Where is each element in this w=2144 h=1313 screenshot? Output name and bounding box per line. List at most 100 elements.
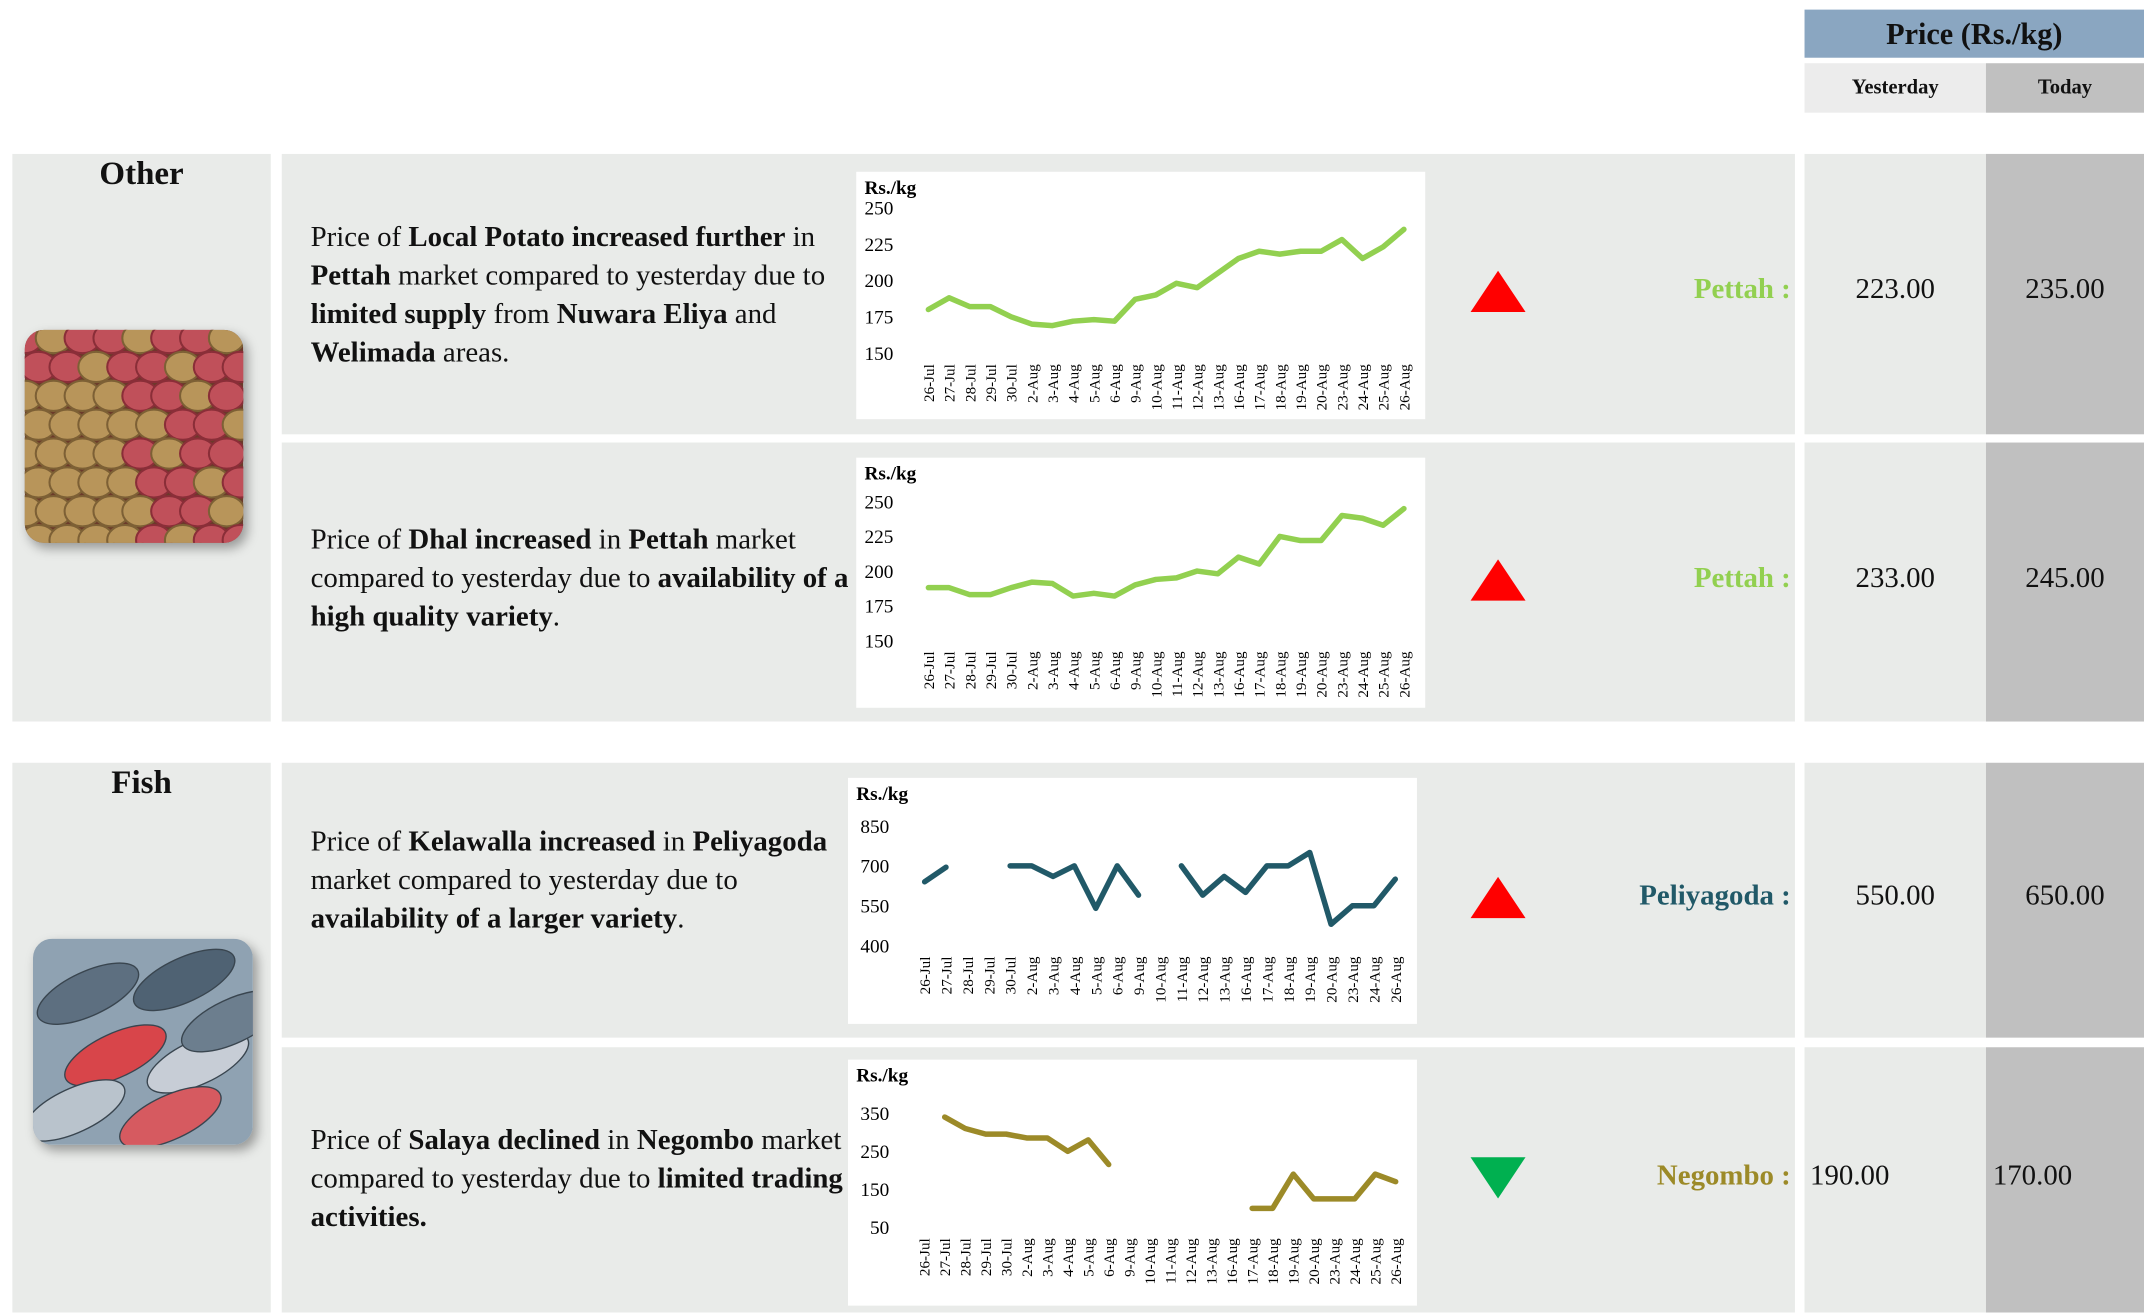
x-tick-label: 12-Aug	[1184, 1238, 1200, 1285]
market-name: Peliyagoda :	[1512, 878, 1791, 912]
market-name: Pettah :	[1512, 272, 1791, 306]
x-tick-label: 30-Jul	[1000, 1238, 1016, 1276]
description-text: and	[728, 297, 777, 330]
x-tick-label: 25-Aug	[1369, 1238, 1385, 1285]
description-text: Price of	[311, 1123, 409, 1156]
x-tick-label: 20-Aug	[1325, 956, 1341, 1003]
x-tick-label: 2-Aug	[1025, 364, 1041, 403]
y-tick-label: 200	[864, 562, 893, 583]
yesterday-price: 233.00	[1805, 560, 1986, 594]
y-tick-label: 250	[860, 1142, 889, 1163]
description-text: market compared to yesterday due to	[391, 258, 825, 291]
x-tick-label: 6-Aug	[1108, 651, 1124, 690]
y-tick-label: 50	[870, 1218, 889, 1239]
description-text: .	[677, 902, 684, 935]
page: Price (Rs./kg) Yesterday Today OtherPric…	[0, 0, 2144, 1307]
market-name: Pettah :	[1512, 560, 1791, 594]
price-header: Price (Rs./kg)	[1805, 10, 2144, 58]
today-price: 650.00	[1986, 878, 2144, 912]
description-text: Pettah	[311, 258, 391, 291]
today-price: 245.00	[1986, 560, 2144, 594]
price-line	[1181, 853, 1395, 925]
yesterday-header: Yesterday	[1805, 63, 1986, 112]
x-tick-label: 3-Aug	[1046, 956, 1062, 995]
description-text: market compared to yesterday due to	[311, 863, 738, 896]
x-tick-label: 20-Aug	[1307, 1238, 1323, 1285]
y-tick-label: 850	[860, 817, 889, 838]
x-tick-label: 26-Aug	[1397, 364, 1413, 411]
x-tick-label: 16-Aug	[1232, 364, 1248, 411]
x-tick-label: 16-Aug	[1239, 956, 1255, 1003]
x-tick-label: 28-Jul	[963, 364, 979, 402]
x-tick-label: 16-Aug	[1225, 1238, 1241, 1285]
description-text: Peliyagoda	[692, 825, 827, 858]
x-tick-label: 18-Aug	[1273, 364, 1289, 411]
y-axis-label: Rs./kg	[864, 178, 916, 199]
chart: Rs./kg15017520022525026-Jul27-Jul28-Jul2…	[856, 458, 1425, 708]
x-tick-label: 19-Aug	[1287, 1238, 1303, 1285]
x-tick-label: 26-Aug	[1389, 1238, 1405, 1285]
x-tick-label: 5-Aug	[1087, 364, 1103, 403]
x-tick-label: 3-Aug	[1046, 364, 1062, 403]
x-tick-label: 29-Jul	[984, 651, 1000, 689]
x-tick-label: 16-Aug	[1232, 651, 1248, 698]
y-axis-label: Rs./kg	[856, 784, 908, 805]
x-tick-label: 13-Aug	[1205, 1238, 1221, 1285]
description-text: limited supply	[311, 297, 487, 330]
x-tick-label: 28-Jul	[961, 957, 977, 995]
x-tick-label: 10-Aug	[1149, 651, 1165, 698]
y-tick-label: 175	[864, 597, 893, 618]
x-tick-label: 12-Aug	[1191, 364, 1207, 411]
y-tick-label: 350	[860, 1104, 889, 1125]
description-text: Kelawalla increased	[408, 825, 655, 858]
price-line	[945, 1117, 1109, 1164]
description-text: Nuwara Eliya	[557, 297, 728, 330]
x-tick-label: 30-Jul	[1004, 957, 1020, 995]
description: Price of Kelawalla increased in Peliyago…	[311, 822, 850, 937]
description-text: in	[656, 825, 693, 858]
x-tick-label: 20-Aug	[1315, 364, 1331, 411]
price-line	[928, 229, 1404, 325]
yesterday-price: 190.00	[1810, 1158, 1889, 1192]
y-tick-label: 150	[860, 1180, 889, 1201]
x-tick-label: 11-Aug	[1170, 651, 1186, 697]
y-axis-label: Rs./kg	[856, 1066, 908, 1087]
x-tick-label: 12-Aug	[1196, 956, 1212, 1003]
y-tick-label: 150	[864, 631, 893, 652]
x-tick-label: 26-Jul	[922, 364, 938, 402]
description-text: Negombo	[637, 1123, 754, 1156]
x-tick-label: 11-Aug	[1175, 956, 1191, 1002]
x-tick-label: 25-Aug	[1377, 651, 1393, 698]
x-tick-label: 9-Aug	[1132, 956, 1148, 995]
x-tick-label: 9-Aug	[1129, 364, 1145, 403]
x-tick-label: 17-Aug	[1246, 1238, 1262, 1285]
x-tick-label: 13-Aug	[1211, 364, 1227, 411]
x-tick-label: 5-Aug	[1082, 1238, 1098, 1277]
x-tick-label: 28-Jul	[963, 651, 979, 689]
x-tick-label: 5-Aug	[1089, 956, 1105, 995]
x-tick-label: 18-Aug	[1266, 1238, 1282, 1285]
x-tick-label: 6-Aug	[1102, 1238, 1118, 1277]
x-tick-label: 24-Aug	[1348, 1238, 1364, 1285]
market-name: Negombo :	[1512, 1158, 1791, 1192]
x-tick-label: 24-Aug	[1356, 364, 1372, 411]
x-tick-label: 13-Aug	[1218, 956, 1234, 1003]
x-tick-label: 13-Aug	[1211, 651, 1227, 698]
x-tick-label: 12-Aug	[1191, 651, 1207, 698]
description-text: Welimada	[311, 335, 436, 368]
x-tick-label: 26-Jul	[918, 957, 934, 995]
section-name: Fish	[12, 766, 270, 803]
price-line	[925, 867, 946, 882]
description: Price of Local Potato increased further …	[311, 217, 850, 371]
description-text: .	[553, 599, 560, 632]
y-tick-label: 225	[864, 235, 893, 256]
description-text: Pettah	[628, 522, 708, 555]
potato	[209, 381, 243, 411]
x-tick-label: 2-Aug	[1020, 1238, 1036, 1277]
x-tick-label: 4-Aug	[1068, 956, 1084, 995]
x-tick-label: 27-Jul	[943, 651, 959, 689]
x-tick-label: 28-Jul	[959, 1238, 975, 1276]
x-tick-label: 3-Aug	[1046, 651, 1062, 690]
x-tick-label: 24-Aug	[1356, 651, 1372, 698]
x-tick-label: 17-Aug	[1260, 956, 1276, 1003]
